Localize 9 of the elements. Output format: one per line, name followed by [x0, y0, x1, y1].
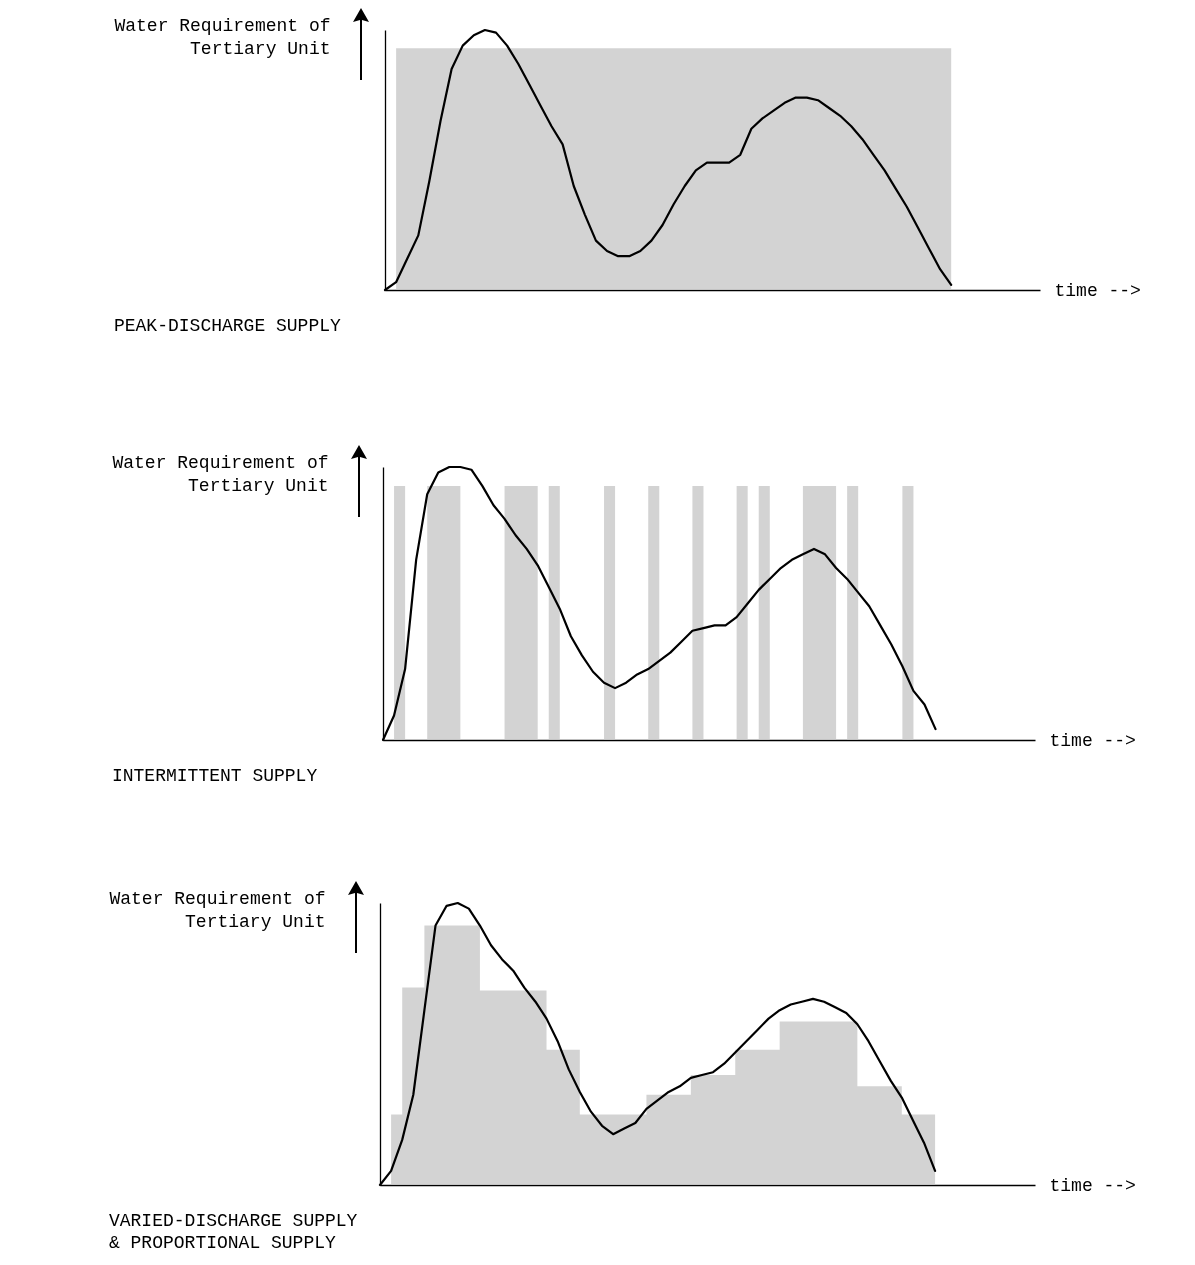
y-axis-title: Water Requirement of Tertiary Unit: [112, 452, 329, 496]
text: PEAK-DISCHARGE SUPPLY: [113, 316, 341, 336]
text: INTERMITTENT SUPPLY: [111, 766, 318, 786]
x-axis-title: time -->: [1054, 280, 1141, 301]
x-axis-title: time -->: [1049, 1175, 1136, 1196]
x-axis-title: time -->: [1049, 730, 1136, 751]
text: VARIED-DISCHARGE SUPPLY & PROPORTIONAL SUPPLY: [108, 1211, 358, 1253]
y-axis-title: Water Requirement of Tertiary Unit: [114, 15, 331, 59]
y-axis-title: Water Requirement of Tertiary Unit: [109, 888, 326, 932]
